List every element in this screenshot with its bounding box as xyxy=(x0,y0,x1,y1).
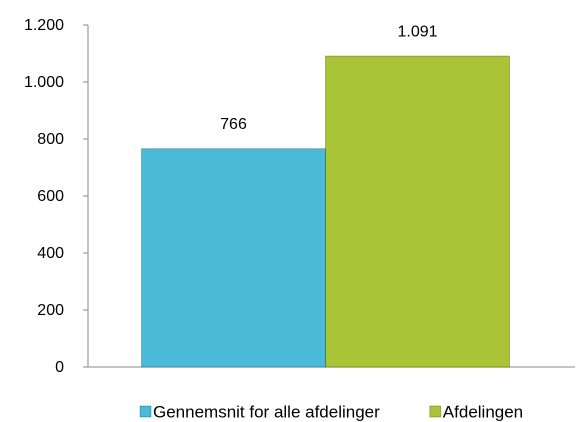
y-tick-label: 800 xyxy=(37,131,64,148)
data-label: 1.091 xyxy=(397,23,437,40)
legend-swatch xyxy=(139,405,152,418)
legend-label: Gennemsnit for alle afdelinger xyxy=(153,402,380,421)
y-tick-label: 200 xyxy=(37,302,64,319)
bar xyxy=(325,55,510,368)
bar xyxy=(141,148,326,368)
y-tick-label: 400 xyxy=(37,245,64,262)
data-label: 766 xyxy=(220,116,247,133)
y-tick-label: 600 xyxy=(37,188,64,205)
y-tick-label: 1.000 xyxy=(24,74,64,91)
y-tick-label: 0 xyxy=(55,359,64,376)
legend-swatch xyxy=(429,405,442,418)
legend-label: Afdelingen xyxy=(443,402,523,421)
y-tick-label: 1.200 xyxy=(24,17,64,34)
